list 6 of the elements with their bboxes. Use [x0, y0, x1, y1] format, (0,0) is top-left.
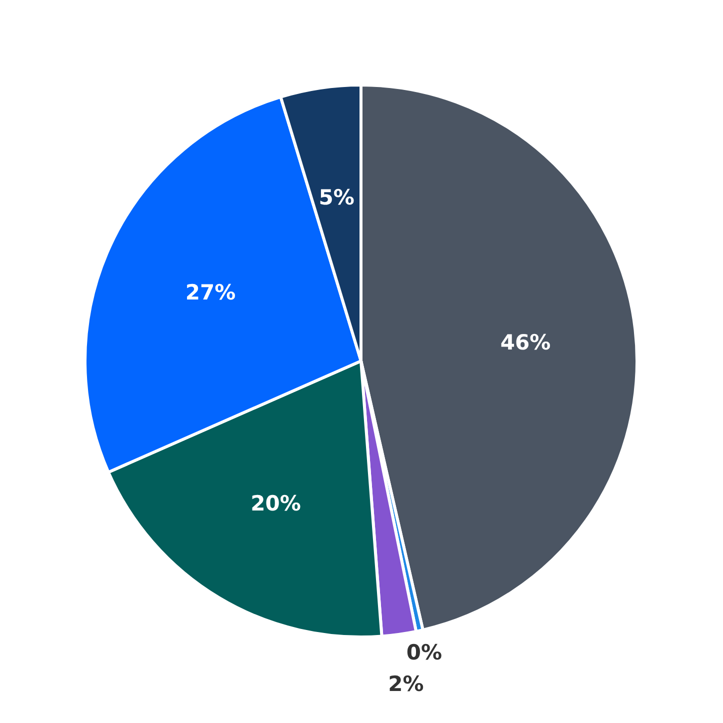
data-label: 0% [406, 640, 442, 665]
data-label: 46% [500, 330, 551, 355]
data-label: 2% [388, 672, 424, 696]
data-label: 27% [185, 280, 236, 304]
data-label: 5% [318, 186, 354, 210]
data-label: 20% [250, 491, 301, 516]
